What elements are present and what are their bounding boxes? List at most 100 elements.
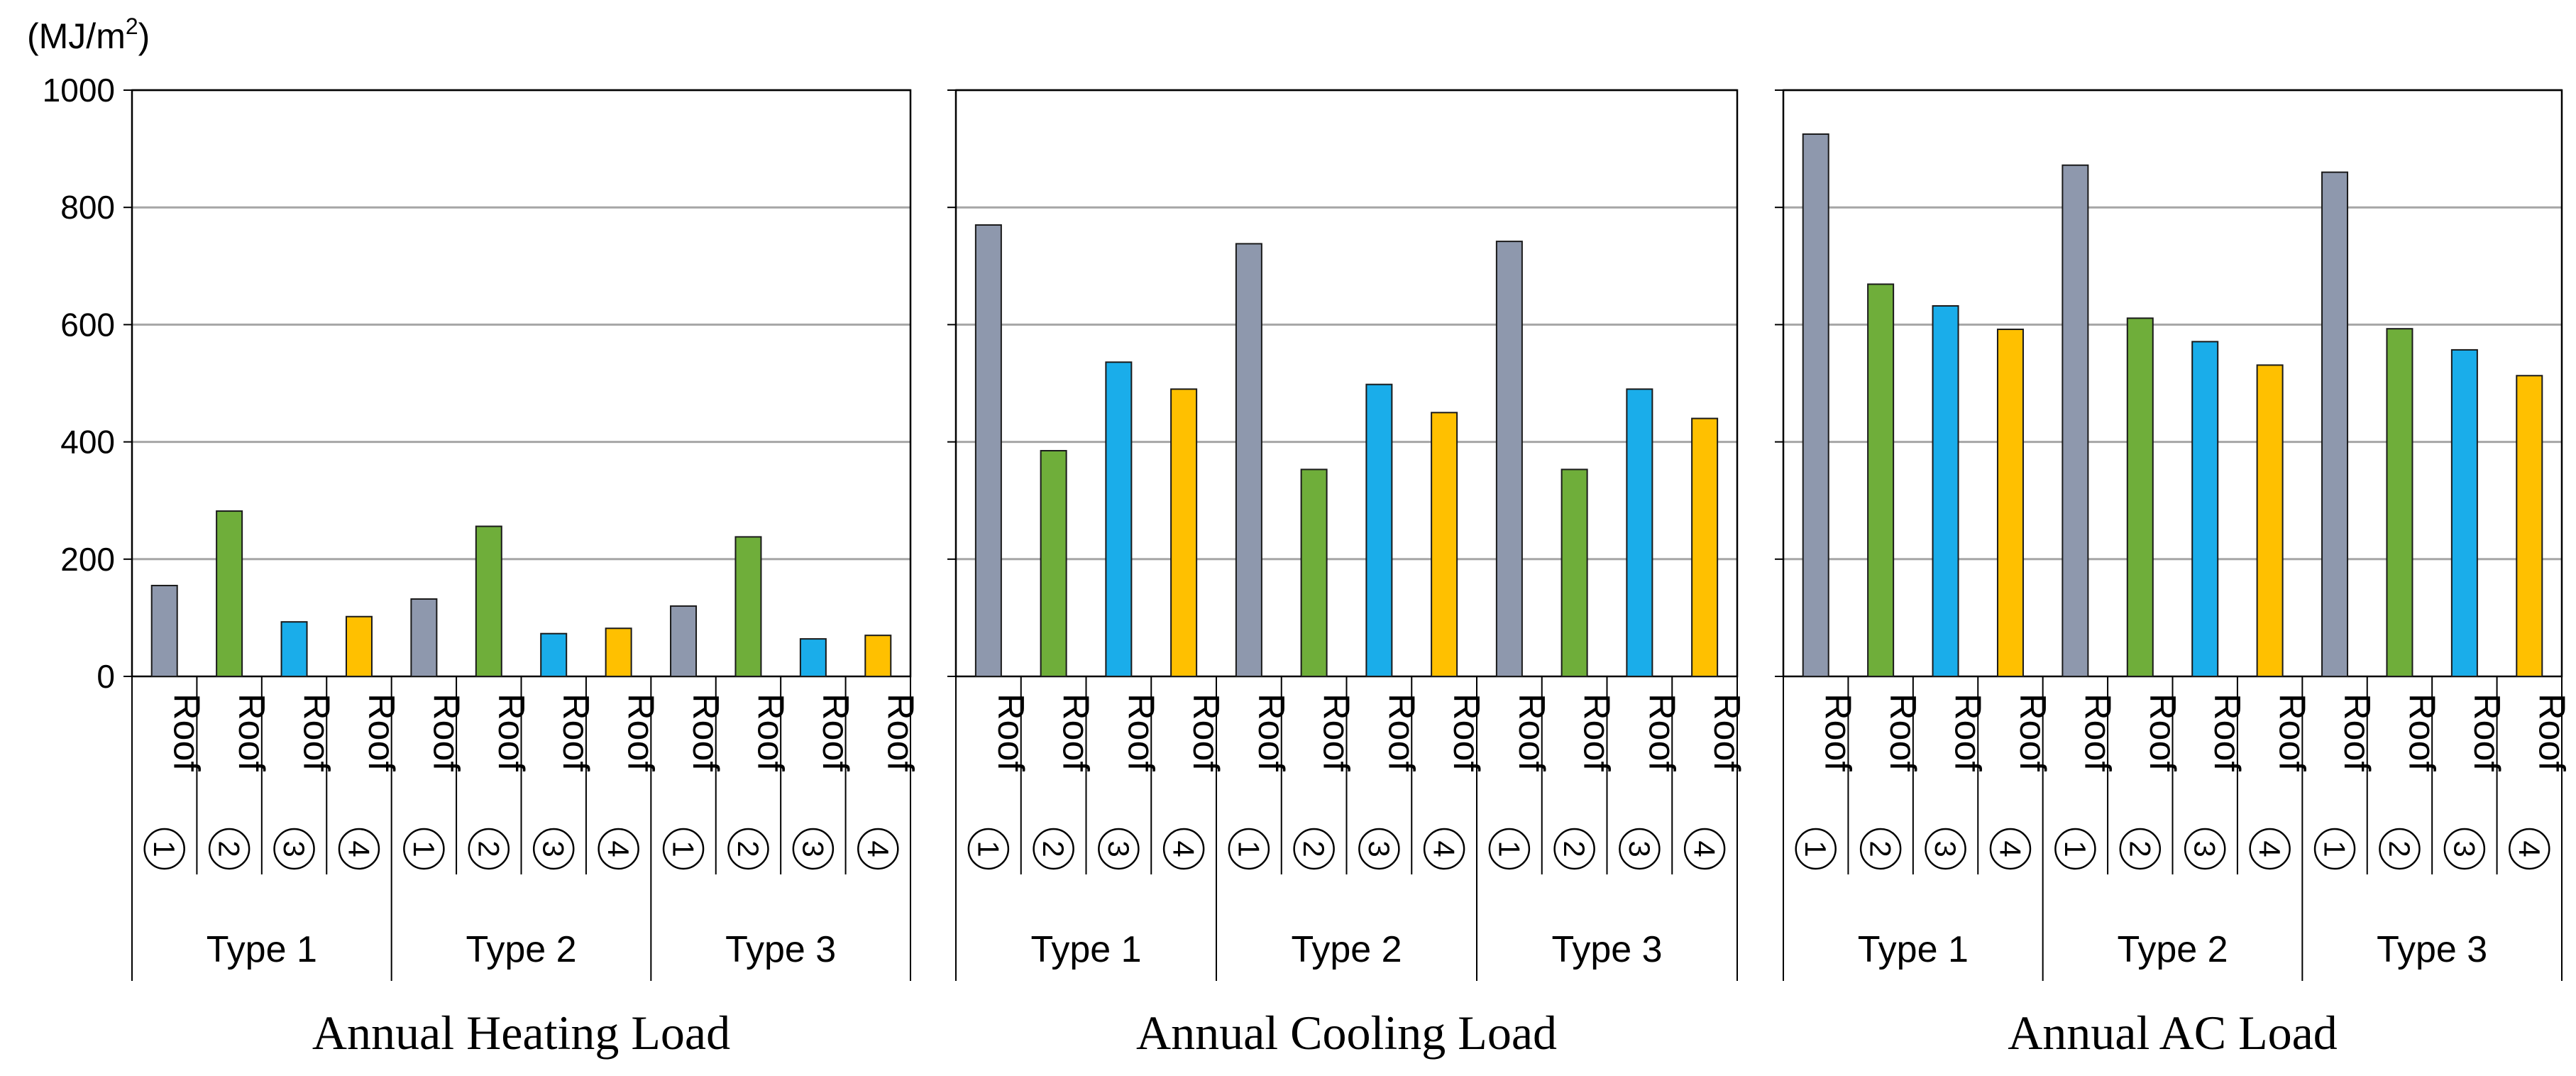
category-label: Roof xyxy=(2336,693,2377,772)
category-label: Roof xyxy=(990,693,1031,772)
category-number-circle xyxy=(792,828,835,870)
category-label: Roof xyxy=(425,693,466,772)
category-number: 3 xyxy=(796,840,830,857)
category-number: 3 xyxy=(2448,840,2481,857)
bar-roof-2 xyxy=(1040,449,1067,677)
bar-roof-2 xyxy=(1561,468,1588,677)
category-number-circle xyxy=(1683,828,1726,870)
category-number: 1 xyxy=(407,840,441,857)
group-label: Type 2 xyxy=(466,929,576,970)
category-number-circle xyxy=(532,828,575,870)
category-number-circle xyxy=(143,828,185,870)
category-label: Roof xyxy=(1446,693,1487,772)
category-label: Roof xyxy=(1380,693,1421,772)
bar-roof-1 xyxy=(2321,171,2349,677)
category-label: Roof xyxy=(296,693,337,772)
category-number-circle xyxy=(1162,828,1205,870)
plot-frame xyxy=(954,89,1739,678)
category-number-circle xyxy=(1228,828,1270,870)
category-label: Roof xyxy=(1817,693,1859,772)
bar-roof-4 xyxy=(1431,412,1458,677)
category-number-circle xyxy=(598,828,639,870)
category-label: Roof xyxy=(2531,693,2572,772)
bar-roof-1 xyxy=(2062,164,2089,677)
category-number-circle xyxy=(967,828,1010,870)
category-label: Roof xyxy=(1250,693,1292,772)
category-number: 2 xyxy=(1558,840,1591,857)
category-label: Roof xyxy=(815,693,856,772)
bar-roof-3 xyxy=(1105,361,1133,677)
category-label: Roof xyxy=(231,693,272,772)
category-label: Roof xyxy=(685,693,726,772)
chart-panel-1: 0 200 400 600 800 1000 Roof 1 Roof 2 Roof 3 Roof 4 Typ… xyxy=(43,72,921,1060)
category-number-circle xyxy=(2443,828,2486,870)
y-tick-label: 1000 xyxy=(43,72,115,109)
category-number-circle xyxy=(1553,828,1595,870)
category-number: 1 xyxy=(1799,840,1832,857)
bar-roof-1 xyxy=(1235,243,1262,677)
category-number-circle xyxy=(1293,828,1335,870)
group-label: Type 3 xyxy=(725,929,836,970)
y-unit-sup: 2 xyxy=(126,13,138,39)
category-label: Roof xyxy=(2466,693,2507,772)
category-number-circle xyxy=(1989,828,2032,870)
category-number: 3 xyxy=(1929,840,1962,857)
category-number-circle xyxy=(1795,828,1837,870)
group-label: Type 1 xyxy=(1858,929,1969,970)
bar-roof-1 xyxy=(1802,133,1829,677)
category-label: Roof xyxy=(1511,693,1552,772)
bar-roof-2 xyxy=(734,536,762,677)
bar-roof-2 xyxy=(475,525,502,677)
category-number-circle xyxy=(208,828,251,870)
category-number-circle xyxy=(1925,828,1966,870)
bar-roof-2 xyxy=(1867,283,1895,677)
category-number: 3 xyxy=(1102,840,1135,857)
bar-roof-3 xyxy=(1932,304,1959,677)
category-number-circle xyxy=(1358,828,1400,870)
category-number-circle xyxy=(1619,828,1661,870)
category-label: Roof xyxy=(620,693,661,772)
category-number-circle xyxy=(273,828,315,870)
category-label: Roof xyxy=(1120,693,1161,772)
category-number: 1 xyxy=(667,840,700,857)
category-number: 3 xyxy=(2189,840,2222,857)
category-number: 2 xyxy=(1297,840,1331,857)
category-number: 2 xyxy=(472,840,505,857)
category-number-circle xyxy=(338,828,380,870)
chart-title: Annual Heating Load xyxy=(312,1006,730,1060)
category-number-circle xyxy=(2054,828,2096,870)
bar-roof-3 xyxy=(280,621,308,678)
category-number: 1 xyxy=(971,840,1005,857)
y-tick-label: 400 xyxy=(60,424,115,461)
group-label: Type 3 xyxy=(2377,929,2487,970)
chart-title: Annual Cooling Load xyxy=(1136,1006,1557,1060)
y-tick-label: 0 xyxy=(97,658,115,695)
category-label: Roof xyxy=(879,693,920,772)
bar-roof-3 xyxy=(1365,383,1393,677)
category-number: 4 xyxy=(1993,840,2027,857)
category-number: 3 xyxy=(1363,840,1396,857)
bar-roof-1 xyxy=(1495,241,1523,678)
category-number-circle xyxy=(2509,828,2550,870)
category-number: 2 xyxy=(2123,840,2157,857)
category-number-circle xyxy=(1098,828,1140,870)
category-number: 3 xyxy=(537,840,571,857)
category-label: Roof xyxy=(2142,693,2183,772)
category-label: Roof xyxy=(2012,693,2053,772)
category-number: 2 xyxy=(213,840,246,857)
bar-roof-4 xyxy=(345,615,373,677)
category-number: 2 xyxy=(1037,840,1070,857)
category-number-circle xyxy=(403,828,445,870)
category-label: Roof xyxy=(1882,693,1923,772)
y-tick-label: 600 xyxy=(60,306,115,343)
category-number: 1 xyxy=(1232,840,1265,857)
bar-roof-4 xyxy=(1691,417,1719,677)
category-number: 4 xyxy=(342,840,375,857)
category-label: Roof xyxy=(749,693,791,772)
plot-frame xyxy=(131,89,912,678)
bar-roof-3 xyxy=(1626,388,1653,677)
category-label: Roof xyxy=(1641,693,1682,772)
bar-roof-4 xyxy=(1170,388,1198,677)
chart-title: Annual AC Load xyxy=(2008,1006,2338,1060)
